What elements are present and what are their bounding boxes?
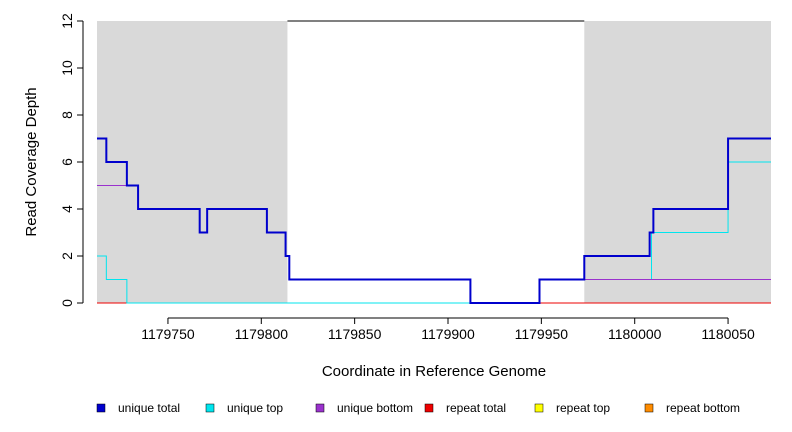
legend-swatch [315,403,325,413]
y-tick-label: 4 [59,205,75,213]
y-tick-label: 8 [59,111,75,119]
y-tick-label: 12 [59,13,75,29]
legend-label: repeat bottom [666,401,740,415]
x-tick-label: 1180000 [608,326,662,342]
y-axis-title: Read Coverage Depth [23,87,40,236]
legend-item-repeat-top: repeat top [534,401,610,415]
legend: unique total unique top unique bottom repea… [96,401,740,415]
legend-swatch [644,403,654,413]
x-tick-label: 1179750 [141,326,195,342]
legend-label: repeat total [446,401,506,415]
x-tick-label: 1179850 [328,326,382,342]
y-tick-label: 10 [59,60,75,76]
legend-label: unique top [227,401,283,415]
legend-label: unique total [118,401,180,415]
legend-swatch [205,403,215,413]
x-tick-label: 1179800 [235,326,289,342]
legend-label: unique bottom [337,401,413,415]
x-tick-label: 1179950 [515,326,569,342]
y-tick-label: 0 [59,299,75,307]
legend-item-unique-bottom: unique bottom [315,401,413,415]
legend-swatch [534,403,544,413]
legend-swatch [424,403,434,413]
y-tick-label: 6 [59,158,75,166]
background-shading [97,20,771,303]
x-tick-label: 1180050 [701,326,755,342]
legend-item-repeat-total: repeat total [424,401,506,415]
series-lines [97,137,771,304]
legend-swatch [96,403,106,413]
series-line-unique-total [97,137,771,304]
legend-item-unique-top: unique top [205,401,283,415]
x-axis-title: Coordinate in Reference Genome [322,363,546,380]
legend-item-repeat-bottom: repeat bottom [644,401,740,415]
shaded-region-0 [97,21,288,303]
legend-label: repeat top [556,401,610,415]
x-tick-label: 1179900 [421,326,475,342]
legend-item-unique-total: unique total [96,401,180,415]
y-tick-label: 2 [59,252,75,260]
axes: 1179750 1179800 1179850 1179900 1179950 11800… [59,13,755,342]
